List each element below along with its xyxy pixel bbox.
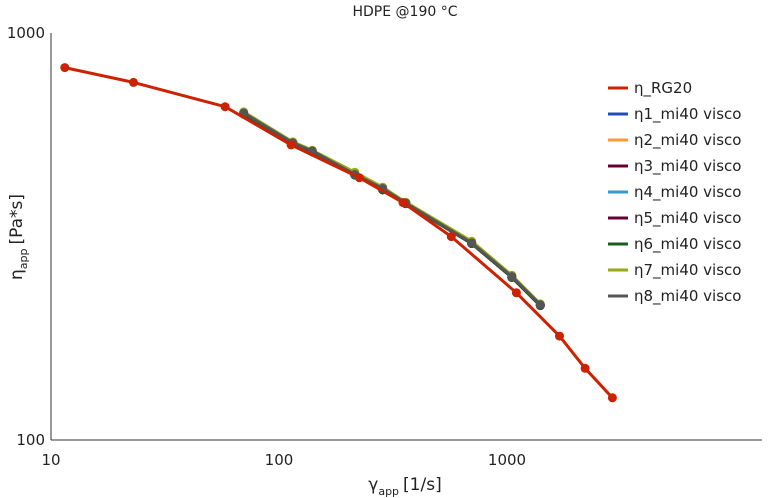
y-axis-symbol: η (7, 269, 27, 280)
legend-item: η4_mi40 visco (608, 183, 741, 202)
legend-item: η8_mi40 visco (608, 287, 741, 306)
legend-item: η2_mi40 visco (608, 131, 741, 150)
data-point (354, 173, 364, 183)
legend-item: η6_mi40 visco (608, 235, 741, 254)
data-point (398, 198, 408, 208)
data-point (507, 272, 517, 282)
legend-label: η6_mi40 visco (634, 235, 741, 254)
legend-item: η3_mi40 visco (608, 157, 741, 176)
data-point (446, 232, 456, 242)
legend-label: η4_mi40 visco (634, 183, 741, 202)
x-axis-subscript: app (378, 485, 399, 498)
tick-labels: 10 100 1000 100 1000 (7, 24, 526, 469)
x-tick-label: 10 (41, 451, 60, 469)
legend-label: η3_mi40 visco (634, 157, 741, 176)
y-tick-label: 1000 (7, 24, 45, 42)
x-axis-symbol: γ (368, 475, 378, 495)
legend-label: η1_mi40 visco (634, 105, 741, 124)
x-tick-label: 100 (265, 451, 294, 469)
legend-item: η7_mi40 visco (608, 261, 741, 280)
data-point (535, 300, 545, 310)
y-tick-label: 100 (16, 431, 45, 449)
legend-label: η2_mi40 visco (634, 131, 741, 150)
legend-item: η1_mi40 visco (608, 105, 741, 124)
axes (50, 33, 762, 441)
legend-label: η8_mi40 visco (634, 287, 741, 306)
x-tick-label: 1000 (488, 451, 526, 469)
data-point (580, 363, 590, 373)
data-point (467, 238, 477, 248)
legend-label: η5_mi40 visco (634, 209, 741, 228)
legend-item: η_RG20 (608, 79, 692, 98)
data-point (220, 102, 230, 112)
data-point (129, 77, 138, 87)
y-axis-label: ηapp [Pa*s] (7, 194, 30, 280)
data-point (286, 140, 296, 150)
data-point (607, 393, 617, 403)
legend-label: η_RG20 (634, 79, 692, 98)
y-axis-subscript: app (17, 249, 30, 270)
y-axis-unit: [Pa*s] (7, 194, 27, 245)
legend: η_RG20 η1_mi40 visco η2_mi40 visco η3_mi40 … (608, 79, 741, 306)
x-axis-label: γapp [1/s] (368, 475, 441, 498)
chart-title: HDPE @190 °C (353, 4, 458, 20)
data-point (60, 63, 70, 73)
plot-series (60, 63, 617, 403)
series-line (63, 66, 614, 400)
series-0 (60, 63, 617, 403)
legend-item: η5_mi40 visco (608, 209, 741, 228)
legend-label: η7_mi40 visco (634, 261, 741, 280)
data-point (555, 331, 564, 341)
data-point (511, 288, 521, 298)
x-axis-unit: [1/s] (403, 475, 442, 495)
